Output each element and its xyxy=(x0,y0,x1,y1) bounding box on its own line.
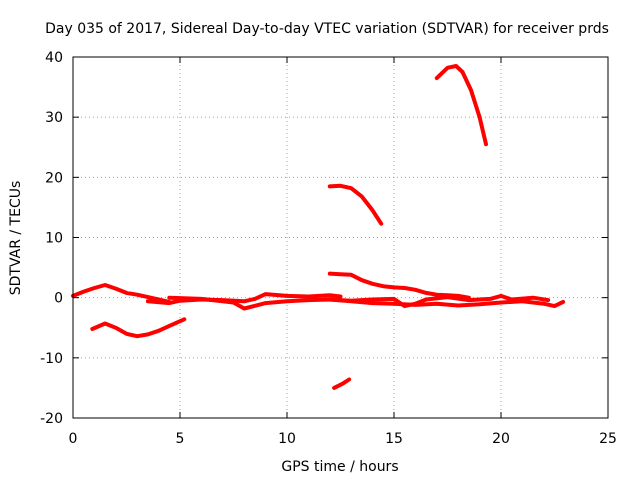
series-arc-f xyxy=(327,271,471,300)
y-axis-label: SDTVAR / TECUs xyxy=(8,181,24,296)
y-tick-label: 10 xyxy=(45,231,63,247)
y-tick-label: -10 xyxy=(40,351,63,367)
series-arc-b xyxy=(90,317,187,339)
y-tick-labels: 40 30 20 10 0 -10 -20 xyxy=(40,50,63,427)
series-arc-a xyxy=(71,283,172,304)
x-tick-label: 10 xyxy=(278,431,296,447)
y-tick-label: 30 xyxy=(45,110,63,126)
y-tick-label: 40 xyxy=(45,50,63,66)
series-arc-i xyxy=(332,377,352,390)
series-arc-c xyxy=(145,292,343,306)
series-layer xyxy=(71,64,566,390)
series-arc-d xyxy=(167,295,566,311)
x-tick-labels: 0 5 10 15 20 25 xyxy=(69,431,617,447)
series-arc-h xyxy=(434,64,488,147)
tick-layer xyxy=(72,56,609,419)
x-tick-label: 25 xyxy=(599,431,617,447)
x-tick-label: 15 xyxy=(385,431,403,447)
x-tick-label: 20 xyxy=(492,431,510,447)
x-tick-label: 0 xyxy=(69,431,78,447)
y-tick-label: 0 xyxy=(54,291,63,307)
y-tick-label: -20 xyxy=(40,411,63,427)
x-axis-label: GPS time / hours xyxy=(281,459,398,475)
y-tick-label: 20 xyxy=(45,170,63,186)
grid-layer xyxy=(73,57,608,418)
series-arc-e xyxy=(327,293,551,309)
series-arc-g xyxy=(327,183,384,226)
x-tick-label: 5 xyxy=(176,431,185,447)
chart-title: Day 035 of 2017, Sidereal Day-to-day VTE… xyxy=(45,21,609,37)
